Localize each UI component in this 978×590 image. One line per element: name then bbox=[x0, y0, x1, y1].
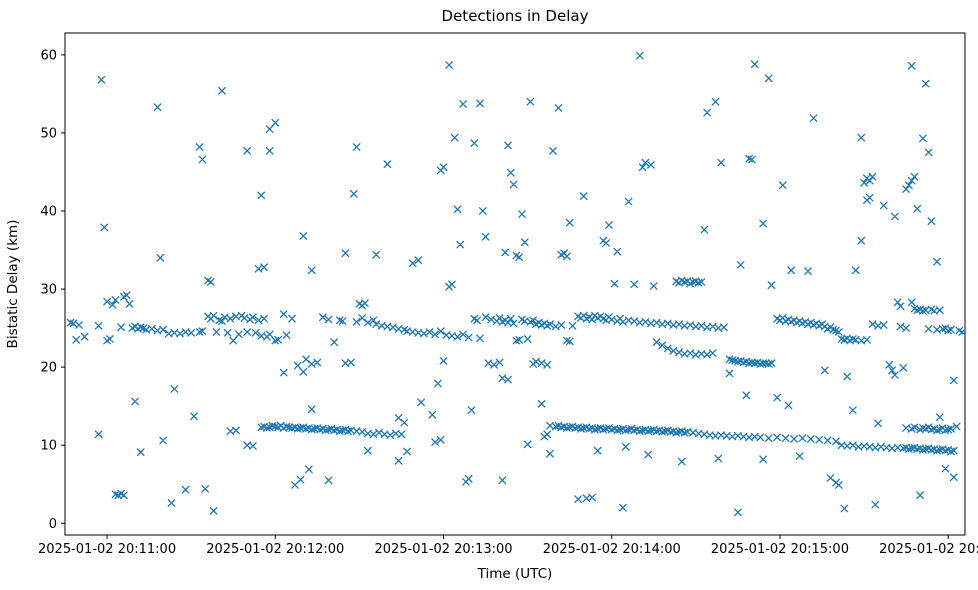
chart-title: Detections in Delay bbox=[442, 7, 589, 25]
y-tick-label: 30 bbox=[40, 283, 57, 298]
x-tick-label: 2025-01-02 20:15:00 bbox=[711, 542, 849, 557]
plot-border bbox=[64, 32, 966, 536]
y-tick-label: 0 bbox=[49, 517, 57, 532]
data-points bbox=[66, 51, 967, 517]
x-tick-label: 2025-01-02 20:13:00 bbox=[374, 542, 512, 557]
axes: 2025-01-02 20:11:00 2025-01-02 20:12:00 20… bbox=[38, 32, 978, 557]
x-tick-label: 2025-01-02 20:11:00 bbox=[38, 542, 176, 557]
x-tick-label: 2025-01-02 20:14:00 bbox=[543, 542, 681, 557]
y-tick-label: 20 bbox=[40, 361, 57, 376]
y-tick-label: 50 bbox=[40, 126, 57, 141]
x-tick-label: 2025-01-02 20:16:00 bbox=[879, 542, 978, 557]
y-tick-label: 60 bbox=[40, 48, 57, 63]
y-axis-label: Bistatic Delay (km) bbox=[5, 220, 21, 349]
x-axis-label: Time (UTC) bbox=[477, 566, 553, 582]
y-tick-label: 40 bbox=[40, 205, 57, 220]
y-tick-label: 10 bbox=[40, 439, 57, 454]
x-tick-label: 2025-01-02 20:12:00 bbox=[206, 542, 344, 557]
scatter-x-markers bbox=[66, 51, 967, 517]
